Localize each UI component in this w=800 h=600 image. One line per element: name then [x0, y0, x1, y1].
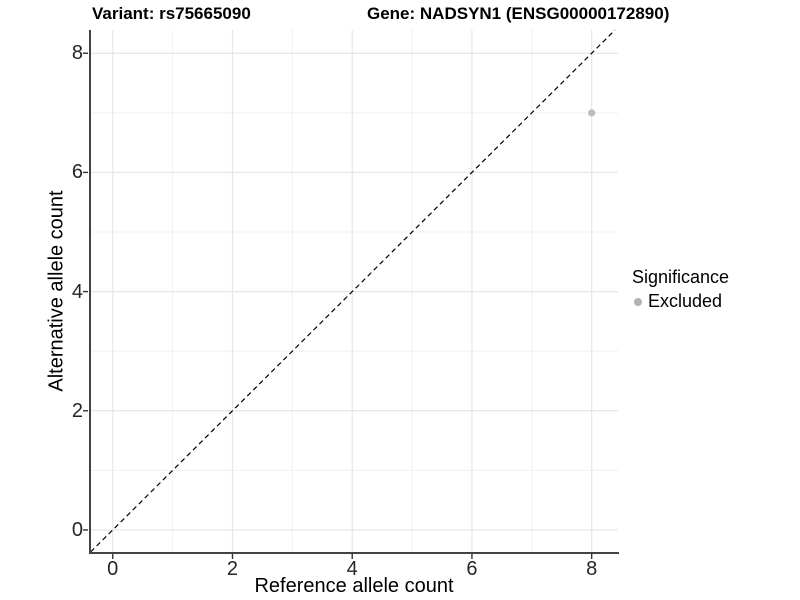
data-point — [588, 109, 596, 117]
y-tick-label: 2 — [71, 399, 83, 422]
variant-title: Variant: rs75665090 — [92, 4, 251, 23]
y-tick-label: 6 — [71, 161, 83, 184]
x-tick-label: 4 — [346, 558, 358, 580]
legend-entry-excluded: Excluded — [634, 291, 729, 312]
gene-title: Gene: NADSYN1 (ENSG00000172890) — [367, 4, 670, 23]
legend-key-dot-icon — [634, 297, 642, 306]
identity-line — [90, 29, 616, 553]
y-tick-label: 4 — [71, 280, 83, 303]
plot-canvas — [83, 29, 618, 559]
legend-title: Significance — [632, 267, 730, 287]
legend-entry-label: Excluded — [648, 291, 723, 311]
x-tick-label: 6 — [466, 558, 478, 580]
legend: Significance Excluded — [632, 267, 729, 312]
plot-panel — [83, 29, 618, 559]
y-tick-label: 0 — [71, 518, 83, 541]
x-tick-label: 2 — [226, 558, 239, 580]
x-axis-line — [89, 552, 619, 554]
y-tick-label: 8 — [71, 42, 83, 65]
y-axis-line — [89, 30, 91, 554]
x-axis-title: Reference allele count — [254, 575, 454, 597]
x-tick-label: 8 — [586, 558, 598, 580]
x-tick-label: 0 — [107, 558, 119, 580]
